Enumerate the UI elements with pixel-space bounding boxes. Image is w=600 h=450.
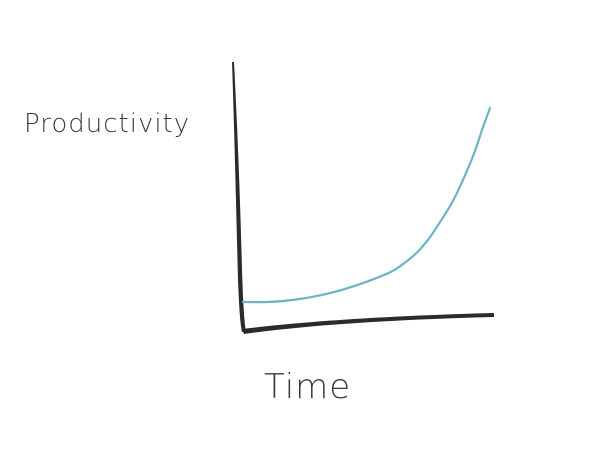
series-line-0 [241, 107, 492, 304]
y-axis-label: Productivity [24, 109, 190, 139]
series-layer [241, 107, 492, 304]
x-axis-label: Time [264, 367, 351, 407]
y-axis-line [232, 62, 246, 332]
x-axis-line [242, 313, 494, 334]
axes [232, 62, 494, 334]
